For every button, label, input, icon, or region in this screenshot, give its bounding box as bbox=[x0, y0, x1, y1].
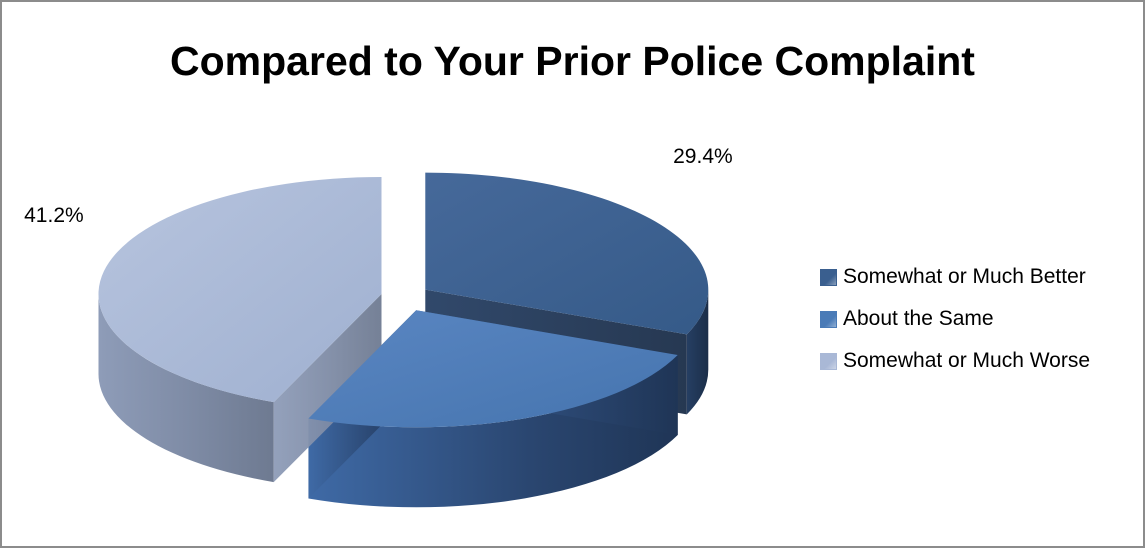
pie-labels: 29.4% 23.5% 41.2% bbox=[24, 145, 733, 542]
pie-slice-better bbox=[425, 172, 709, 335]
data-label-same: 23.5% bbox=[500, 541, 560, 542]
pie-tops bbox=[98, 172, 709, 428]
pie-side-better bbox=[686, 289, 709, 415]
legend-label-same: About the Same bbox=[843, 307, 994, 330]
data-label-better: 29.4% bbox=[673, 145, 733, 168]
legend-item-better: Somewhat or Much Better bbox=[820, 264, 1140, 290]
pie-side-worse bbox=[98, 293, 274, 483]
legend-item-same: About the Same bbox=[820, 306, 1140, 332]
pie-side-same bbox=[308, 355, 678, 508]
legend: Somewhat or Much Better About the Same S… bbox=[820, 264, 1140, 390]
legend-swatch-better bbox=[820, 268, 837, 286]
legend-swatch-worse bbox=[820, 352, 837, 370]
chart-title: Compared to Your Prior Police Complaint bbox=[170, 38, 975, 84]
legend-label-better: Somewhat or Much Better bbox=[843, 265, 1086, 288]
legend-label-worse: Somewhat or Much Worse bbox=[843, 349, 1091, 372]
data-label-worse: 41.2% bbox=[24, 204, 84, 227]
pie-slice-same bbox=[308, 310, 678, 428]
pie-cutface-worse-0 bbox=[273, 293, 382, 483]
pie-chart: 29.4% 23.5% 41.2% bbox=[24, 145, 733, 542]
legend-item-worse: Somewhat or Much Worse bbox=[820, 348, 1140, 374]
legend-swatch-same bbox=[820, 310, 837, 328]
pie-slice-worse bbox=[98, 176, 382, 403]
